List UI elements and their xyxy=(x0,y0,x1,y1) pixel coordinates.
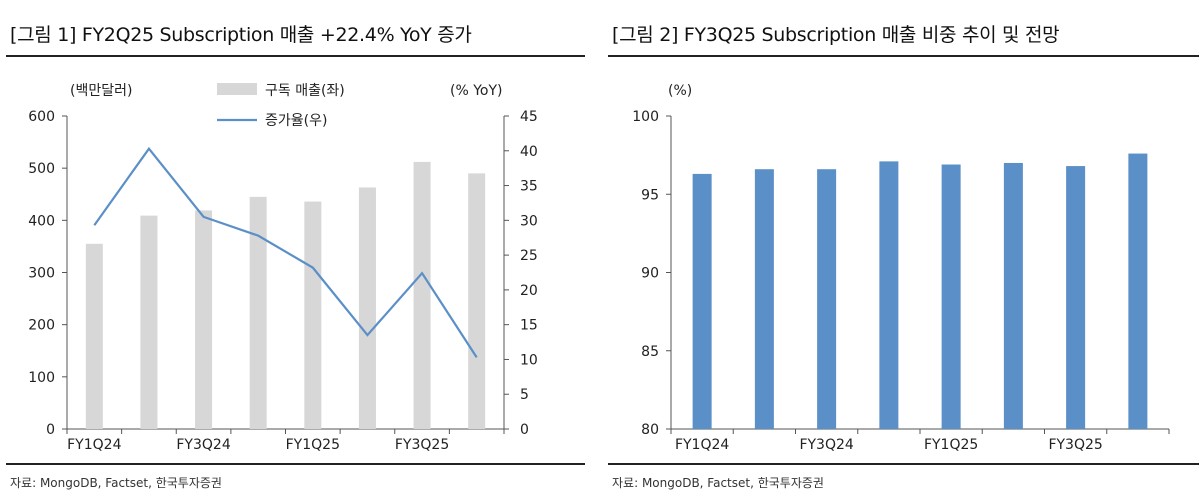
figure-1-bottom-rule xyxy=(6,463,585,465)
y-tick-label: 100 xyxy=(632,109,659,125)
subscription-revenue-bar xyxy=(140,215,158,429)
subscription-revenue-bar xyxy=(304,201,322,429)
figure-2-title: [그림 2] FY3Q25 Subscription 매출 비중 추이 및 전망 xyxy=(612,24,1060,46)
y-tick-label: 95 xyxy=(641,187,659,203)
right-y-tick-label: 40 xyxy=(520,144,538,160)
subscription-revenue-bar xyxy=(249,196,267,429)
right-y-tick-label: 30 xyxy=(520,213,538,229)
x-tick-label: FY1Q25 xyxy=(286,437,340,453)
y-axis-unit: (%) xyxy=(668,83,692,99)
subscription-revenue-bar xyxy=(468,173,486,429)
right-y-tick-label: 5 xyxy=(520,387,529,403)
x-tick-label: FY3Q24 xyxy=(799,437,853,453)
figure-2-panel: [그림 2] FY3Q25 Subscription 매출 비중 추이 및 전망… xyxy=(608,0,1199,502)
subscription-share-bar xyxy=(879,161,899,429)
figure-2-bottom-rule xyxy=(608,463,1199,465)
subscription-revenue-bar xyxy=(413,161,431,429)
figure-1-panel: [그림 1] FY2Q25 Subscription 매출 +22.4% YoY… xyxy=(0,0,585,502)
left-y-tick-label: 600 xyxy=(28,109,55,125)
left-y-tick-label: 0 xyxy=(46,422,55,438)
figure-1-top-rule xyxy=(6,55,585,57)
subscription-share-bar xyxy=(1128,153,1148,429)
legend-bar-swatch xyxy=(217,83,257,95)
subscription-share-bar xyxy=(692,173,712,429)
x-tick-label: FY3Q24 xyxy=(176,437,230,453)
left-y-tick-label: 200 xyxy=(28,318,55,334)
right-y-tick-label: 45 xyxy=(520,109,538,125)
x-tick-label: FY1Q24 xyxy=(67,437,121,453)
right-y-tick-label: 25 xyxy=(520,248,538,264)
figure-2-top-rule xyxy=(608,55,1199,57)
y-tick-label: 85 xyxy=(641,344,659,360)
left-axis-unit: (백만달러) xyxy=(70,83,132,99)
legend-line-label: 증가율(우) xyxy=(265,113,327,129)
right-y-tick-label: 20 xyxy=(520,283,538,299)
figure-1-source: 자료: MongoDB, Factset, 한국투자증권 xyxy=(10,476,222,490)
right-y-tick-label: 15 xyxy=(520,318,538,334)
right-y-tick-label: 10 xyxy=(520,352,538,368)
left-y-tick-label: 400 xyxy=(28,213,55,229)
right-y-tick-label: 35 xyxy=(520,179,538,195)
legend-bar-label: 구독 매출(좌) xyxy=(265,83,345,99)
subscription-share-bar xyxy=(1003,162,1023,429)
subscription-share-bar xyxy=(941,164,961,429)
subscription-revenue-bar xyxy=(358,187,376,429)
left-y-tick-label: 300 xyxy=(28,266,55,282)
subscription-share-bar xyxy=(754,169,774,429)
y-tick-label: 80 xyxy=(641,422,659,438)
subscription-revenue-bar xyxy=(195,210,213,429)
right-axis-unit: (% YoY) xyxy=(450,83,503,99)
left-y-tick-label: 500 xyxy=(28,161,55,177)
figure-2-source: 자료: MongoDB, Factset, 한국투자증권 xyxy=(612,476,824,490)
subscription-revenue-bar xyxy=(85,243,103,429)
subscription-share-bar xyxy=(817,169,837,429)
x-tick-label: FY1Q24 xyxy=(675,437,729,453)
left-y-tick-label: 100 xyxy=(28,370,55,386)
x-tick-label: FY3Q25 xyxy=(1048,437,1102,453)
x-tick-label: FY1Q25 xyxy=(924,437,978,453)
right-y-tick-label: 0 xyxy=(520,422,529,438)
subscription-share-bar xyxy=(1066,166,1086,429)
x-tick-label: FY3Q25 xyxy=(395,437,449,453)
yoy-growth-line xyxy=(93,146,478,358)
figure-1-title: [그림 1] FY2Q25 Subscription 매출 +22.4% YoY… xyxy=(10,24,472,46)
figure-1-chart: 0 100 200 300 400 500 600 0 5 10 15 20 25 30 35 40 45 FY1… xyxy=(28,83,538,453)
y-tick-label: 90 xyxy=(641,266,659,282)
figure-2-chart: 80 85 90 95 100 FY1Q24 FY3Q24 FY1Q25 FY3Q25 (%) xyxy=(632,83,1170,453)
